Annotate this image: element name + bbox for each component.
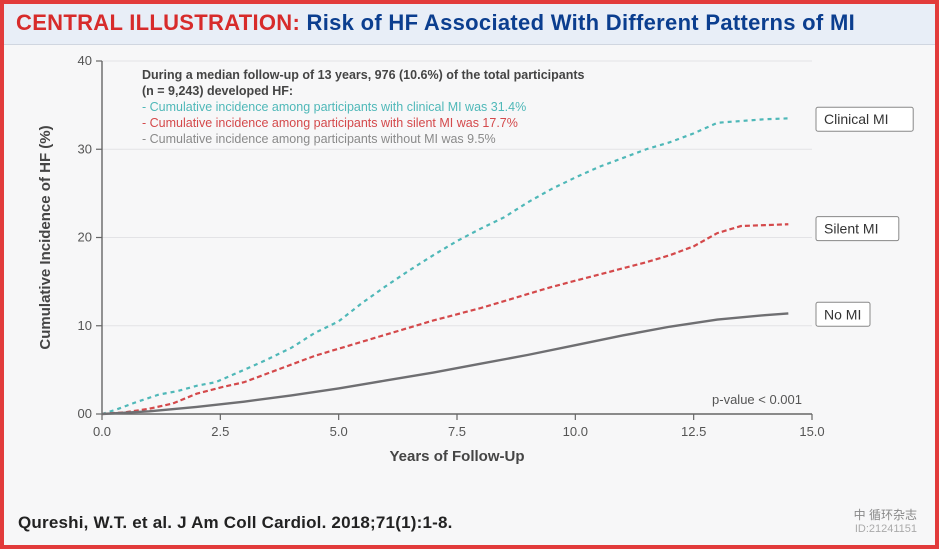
- watermark-id: ID:21241151: [854, 523, 917, 535]
- svg-text:- Cumulative incidence among p: - Cumulative incidence among participant…: [142, 132, 496, 146]
- svg-text:Years of Follow-Up: Years of Follow-Up: [389, 448, 524, 465]
- svg-text:10: 10: [78, 318, 92, 333]
- svg-text:5.0: 5.0: [330, 424, 348, 439]
- svg-text:30: 30: [78, 141, 92, 156]
- svg-text:12.5: 12.5: [681, 424, 706, 439]
- figure-frame: { "header": { "prefix": "CENTRAL ILLUSTR…: [0, 0, 939, 549]
- svg-text:40: 40: [78, 53, 92, 68]
- svg-text:20: 20: [78, 230, 92, 245]
- svg-text:No MI: No MI: [824, 306, 861, 322]
- svg-text:During a median follow-up of 1: During a median follow-up of 13 years, 9…: [142, 68, 584, 82]
- svg-text:(n = 9,243) developed HF:: (n = 9,243) developed HF:: [142, 84, 293, 98]
- svg-text:0.0: 0.0: [93, 424, 111, 439]
- title-text: Risk of HF Associated With Different Pat…: [307, 10, 855, 35]
- svg-text:15.0: 15.0: [799, 424, 824, 439]
- citation: Qureshi, W.T. et al. J Am Coll Cardiol. …: [18, 513, 453, 533]
- watermark: 中 循环杂志 ID:21241151: [854, 506, 917, 535]
- watermark-text: 中 循环杂志: [854, 508, 917, 522]
- svg-text:p-value < 0.001: p-value < 0.001: [712, 392, 802, 407]
- svg-text:2.5: 2.5: [211, 424, 229, 439]
- svg-text:- Cumulative incidence among p: - Cumulative incidence among participant…: [142, 116, 518, 130]
- title-prefix: CENTRAL ILLUSTRATION:: [16, 10, 300, 35]
- chart-area: 00 10 20 30 40 0.0 2.5 5.0 7.5 10.0 12.5 15.0 Years …: [22, 49, 917, 469]
- line-chart: 00 10 20 30 40 0.0 2.5 5.0 7.5 10.0 12.5 15.0 Years …: [22, 49, 922, 469]
- svg-text:- Cumulative incidence among p: - Cumulative incidence among participant…: [142, 100, 526, 114]
- svg-text:7.5: 7.5: [448, 424, 466, 439]
- svg-text:10.0: 10.0: [563, 424, 588, 439]
- svg-text:Silent MI: Silent MI: [824, 221, 878, 237]
- svg-text:Cumulative Incidence of HF (%): Cumulative Incidence of HF (%): [37, 125, 54, 349]
- svg-text:Clinical MI: Clinical MI: [824, 111, 889, 127]
- svg-text:00: 00: [78, 406, 92, 421]
- figure-title: CENTRAL ILLUSTRATION: Risk of HF Associa…: [16, 10, 923, 36]
- figure-header: CENTRAL ILLUSTRATION: Risk of HF Associa…: [4, 4, 935, 45]
